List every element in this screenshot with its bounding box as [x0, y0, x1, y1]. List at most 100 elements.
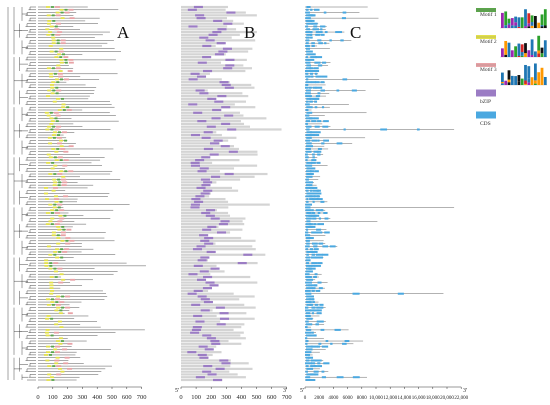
bzip-domain	[214, 53, 224, 56]
cds-exon	[305, 376, 311, 379]
bzip-domain	[214, 100, 224, 103]
bzip-domain	[217, 28, 227, 31]
logo-letter-glyph	[504, 11, 508, 26]
cds-exon	[314, 170, 319, 173]
cds-exon	[314, 192, 322, 195]
cds-exon	[319, 303, 324, 306]
motif-3-mark	[57, 173, 63, 175]
motif-2-mark	[44, 331, 49, 334]
bzip-domain	[215, 367, 225, 370]
bzip-domain	[188, 78, 198, 81]
motif-3-mark	[55, 345, 61, 348]
motif-2-mark	[61, 106, 66, 109]
panel-b-letter: B	[244, 23, 255, 42]
cds-exon	[312, 200, 315, 203]
motif-1-mark	[61, 295, 65, 298]
bzip-domain	[195, 376, 205, 379]
bzip-domain	[192, 248, 203, 251]
motif-1-mark	[51, 351, 55, 354]
logo-letter-glyph	[517, 17, 521, 27]
cds-exon	[317, 231, 323, 234]
logo-letter-glyph	[524, 9, 527, 27]
cds-exon	[305, 273, 310, 276]
cds-exon	[318, 242, 324, 245]
cds-exon	[306, 220, 311, 223]
motif-2-mark	[49, 276, 54, 278]
cds-exon	[306, 200, 309, 203]
cds-exon	[309, 50, 313, 53]
motif-2-mark	[53, 164, 58, 167]
axis-c-tick-label: 20,000	[440, 396, 454, 401]
bzip-domain	[193, 264, 203, 267]
cds-exon	[315, 81, 320, 84]
bzip-domain	[199, 36, 209, 39]
axis-c-tick-label: 6000	[343, 396, 354, 401]
bzip-domain	[200, 256, 210, 259]
logo-letter-glyph	[510, 25, 514, 28]
motif-1-mark	[50, 317, 54, 320]
motif-3-mark	[54, 28, 60, 31]
cds-exon	[305, 228, 309, 231]
motif-2-mark	[54, 195, 59, 198]
cds-exon	[319, 256, 323, 259]
logo-letter-glyph	[537, 35, 541, 51]
cds-exon	[314, 72, 318, 75]
motif-3-mark	[55, 22, 61, 25]
bzip-domain	[209, 142, 220, 145]
motif-2-mark	[45, 128, 50, 131]
motif-2-mark	[59, 8, 64, 11]
motif-2-mark	[46, 303, 51, 306]
motif-2-mark	[48, 142, 53, 145]
cds-exon	[322, 245, 329, 248]
bzip-domain	[203, 364, 213, 368]
bzip-domain	[237, 261, 247, 265]
bzip-domain	[188, 273, 198, 276]
motif-2-mark	[53, 270, 58, 273]
cds-exon	[316, 195, 320, 198]
motif-2-mark	[47, 20, 52, 22]
bzip-domain	[202, 56, 212, 59]
cds-exon	[306, 50, 310, 53]
cds-exon	[329, 245, 336, 248]
protein-bar	[181, 145, 234, 148]
cds-exon	[324, 231, 330, 234]
cds-exon	[311, 159, 317, 162]
panel-b-axis: 5' 3' 0 100 200 300 400 500 600 700	[175, 386, 292, 401]
cds-exon	[321, 75, 328, 78]
phylogenetic-tree	[7, 6, 36, 381]
protein-bar	[181, 184, 207, 187]
logo-letter-glyph	[537, 53, 541, 57]
bzip-domain	[219, 317, 230, 320]
motif-3-mark	[62, 348, 68, 351]
motif-1-mark	[60, 248, 64, 251]
motif-1-mark	[50, 6, 54, 8]
motif-2-mark	[52, 184, 57, 187]
motif-3-mark	[55, 33, 61, 36]
bzip-domain	[197, 295, 207, 298]
bzip-domain	[195, 320, 205, 323]
protein-bar	[181, 56, 208, 59]
motif-1-mark	[53, 203, 57, 206]
cds-exon	[308, 270, 313, 273]
motif-2-mark	[57, 228, 62, 231]
motif-1-mark	[64, 8, 68, 11]
cds-exon	[305, 72, 309, 75]
cds-exon	[305, 145, 313, 148]
bzip-domain	[203, 300, 213, 304]
motif-3-mark	[53, 111, 59, 114]
motif-1-mark	[53, 156, 57, 159]
axis-a-tick-label: 500	[107, 394, 117, 401]
bzip-domain	[202, 44, 212, 48]
protein-bar	[181, 220, 243, 223]
protein-bar	[181, 81, 230, 84]
motif-2-mark	[51, 36, 56, 39]
motif-3-mark	[67, 312, 73, 315]
axis-b-tick-label: 100	[191, 394, 201, 401]
motif-3-mark	[69, 17, 75, 20]
logo-letter-glyph	[527, 26, 531, 28]
cds-exon	[322, 125, 329, 128]
protein-bar	[181, 78, 222, 81]
motif-2-mark	[48, 31, 53, 33]
bzip-domain	[193, 5, 203, 9]
axis-c-tick-label: 22,000	[454, 396, 468, 401]
